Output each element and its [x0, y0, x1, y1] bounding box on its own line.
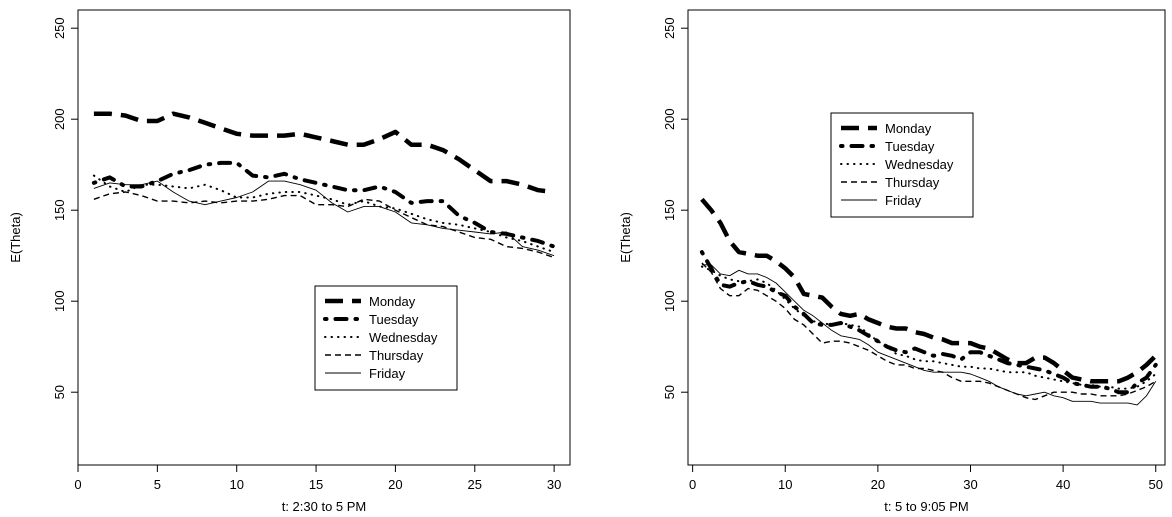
x-tick-label: 10	[778, 477, 792, 492]
y-tick-label: 200	[662, 108, 677, 130]
y-tick-label: 250	[52, 17, 67, 39]
legend-label-thursday: Thursday	[885, 175, 940, 190]
y-tick-label: 150	[52, 199, 67, 221]
series-line-wednesday	[92, 174, 556, 254]
plot-frame	[77, 9, 571, 466]
x-axis-label: t: 5 to 9:05 PM	[884, 499, 969, 514]
plot-frame	[687, 9, 1166, 466]
x-axis: 0 10 20 30 40 50	[689, 464, 1163, 492]
series-line-thursday	[701, 262, 1157, 401]
x-tick-label: 30	[547, 477, 561, 492]
series-line-thursday	[93, 191, 555, 259]
legend-label-tuesday: Tuesday	[369, 312, 419, 327]
legend-label-monday: Monday	[885, 121, 932, 136]
legend-label-wednesday: Wednesday	[369, 330, 438, 345]
legend-label-monday: Monday	[369, 294, 416, 309]
series-line-tuesday	[91, 160, 557, 249]
series-line-friday	[93, 180, 555, 257]
series-line-wednesday	[700, 265, 1157, 390]
x-tick-label: 0	[74, 477, 81, 492]
x-tick-label: 40	[1056, 477, 1070, 492]
legend: Monday Tuesday Wednesday Thursday Friday	[830, 112, 974, 218]
series-group	[699, 197, 1158, 406]
legend-label-wednesday: Wednesday	[885, 157, 954, 172]
series-line-monday	[700, 197, 1158, 384]
legend-label-friday: Friday	[885, 193, 922, 208]
legend-label-thursday: Thursday	[369, 348, 424, 363]
x-tick-label: 50	[1149, 477, 1163, 492]
y-axis: 50 100 150 200 250	[52, 17, 79, 399]
x-tick-label: 20	[388, 477, 402, 492]
y-axis-label: E(Theta)	[8, 212, 23, 263]
legend: Monday Tuesday Wednesday Thursday Friday	[314, 285, 458, 391]
legend-label-friday: Friday	[369, 366, 406, 381]
x-tick-label: 30	[963, 477, 977, 492]
legend-label-tuesday: Tuesday	[885, 139, 935, 154]
series-line-friday	[701, 264, 1157, 406]
x-tick-label: 25	[468, 477, 482, 492]
x-tick-label: 0	[689, 477, 696, 492]
x-axis-label: t: 2:30 to 5 PM	[282, 499, 367, 514]
y-tick-label: 250	[662, 17, 677, 39]
x-tick-label: 20	[871, 477, 885, 492]
chart-panel-1: 0 5 10 15 20 25 30 t: 2:30 to 5 PM 50 100 150 200 25…	[8, 9, 571, 514]
y-axis-label: E(Theta)	[618, 212, 633, 263]
y-tick-label: 200	[52, 108, 67, 130]
y-tick-label: 100	[52, 290, 67, 312]
x-tick-label: 15	[309, 477, 323, 492]
y-tick-label: 50	[52, 385, 67, 399]
x-tick-label: 5	[154, 477, 161, 492]
x-tick-label: 10	[229, 477, 243, 492]
chart-panel-2: 0 10 20 30 40 50 t: 5 to 9:05 PM 50 100 150 200 250…	[618, 9, 1166, 514]
y-axis: 50 100 150 200 250	[662, 17, 689, 399]
series-line-monday	[93, 111, 555, 195]
y-tick-label: 100	[662, 290, 677, 312]
y-tick-label: 50	[662, 385, 677, 399]
x-axis: 0 5 10 15 20 25 30	[74, 464, 561, 492]
y-tick-label: 150	[662, 199, 677, 221]
series-group	[91, 111, 557, 259]
